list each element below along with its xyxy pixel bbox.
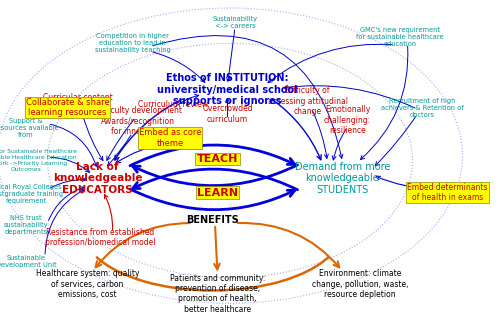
Text: Medical Royal Colleges -
postgraduate training
requirement: Medical Royal Colleges - postgraduate tr…: [0, 184, 66, 204]
Text: Healthcare system: quality
of services, carbon
emissions, cost: Healthcare system: quality of services, …: [36, 269, 139, 299]
Text: Embed as core
theme: Embed as core theme: [139, 128, 201, 148]
Text: Lack of
knowledgeable
EDUCATORS: Lack of knowledgeable EDUCATORS: [53, 161, 142, 195]
Text: GMC's new requirement
for sustainable healthcare
education: GMC's new requirement for sustainable he…: [356, 27, 444, 47]
Text: Centre for Sustainable Healthcare
Sustainable Healthcare Education
network ->Pri: Centre for Sustainable Healthcare Sustai…: [0, 149, 77, 172]
Text: Embed determinants
of health in exams: Embed determinants of health in exams: [407, 183, 488, 202]
Text: LEARN: LEARN: [197, 187, 238, 198]
Text: Resistance from established
profession/biomedical model: Resistance from established profession/b…: [45, 228, 155, 247]
Text: Environment: climate
change, pollution, waste,
resource depletion: Environment: climate change, pollution, …: [312, 269, 408, 299]
Text: Sustainability
<-> careers: Sustainability <-> careers: [212, 16, 258, 29]
Text: Patients and community:
prevention of disease,
promotion of health,
better healt: Patients and community: prevention of di…: [170, 273, 265, 314]
Text: TEACH: TEACH: [197, 154, 238, 164]
Text: Collaborate & share
learning resources: Collaborate & share learning resources: [26, 98, 110, 117]
Text: Difficulty of
assessing attitudinal
change: Difficulty of assessing attitudinal chan…: [268, 86, 347, 116]
Text: Emotionally
challenging:
resilience: Emotionally challenging: resilience: [324, 106, 371, 135]
Text: Demand from more
knowledgeable
STUDENTS: Demand from more knowledgeable STUDENTS: [295, 161, 390, 195]
Text: Overcrowded
curriculum: Overcrowded curriculum: [202, 104, 253, 124]
Text: Sustainable
Development Unit: Sustainable Development Unit: [0, 255, 56, 268]
Text: Faculty development: Faculty development: [102, 106, 182, 115]
Text: Support &
resources available
from: Support & resources available from: [0, 118, 58, 138]
Text: Ethos of INSTITUTION:
university/medical school
supports or ignores: Ethos of INSTITUTION: university/medical…: [157, 73, 298, 107]
Text: Curriculum review: Curriculum review: [138, 100, 208, 109]
Text: NHS trust
sustainability
departments: NHS trust sustainability departments: [4, 215, 48, 235]
Text: BENEFITS: BENEFITS: [186, 215, 239, 225]
Text: Awards/recognition
for innovation: Awards/recognition for innovation: [100, 117, 174, 136]
Text: Recruitment of high
achievers & Retention of
doctors: Recruitment of high achievers & Retentio…: [381, 98, 464, 117]
Text: Curricular content: Curricular content: [42, 93, 112, 102]
Text: Competition in higher
education to lead in
sustainability teaching: Competition in higher education to lead …: [94, 33, 170, 53]
